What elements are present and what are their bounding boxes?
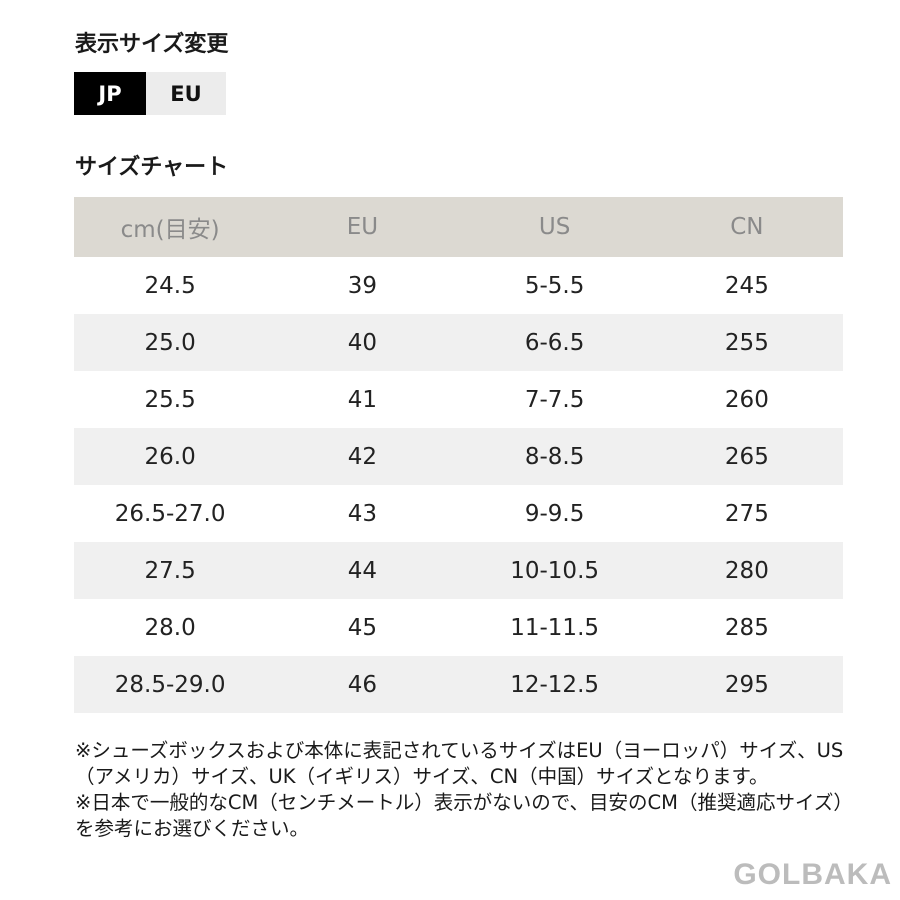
table-row: 24.5 39 5-5.5 245	[74, 257, 843, 314]
size-toggle: JP EU	[74, 72, 226, 115]
table-cell: 10-10.5	[458, 542, 651, 599]
table-cell: 28.0	[144, 614, 196, 641]
title: 表示サイズ変更	[75, 32, 229, 57]
table-cell: 26.5-27.0	[114, 500, 226, 527]
toggle-jp[interactable]: JP	[74, 72, 146, 115]
table-cell: 40	[266, 314, 459, 371]
header-row: cm(目安) EU US CN	[74, 197, 843, 257]
table-cell: 45	[347, 614, 378, 641]
table-cell: 6-6.5	[458, 314, 651, 371]
column-header: cm(目安)	[74, 197, 267, 257]
table-cell: 7-7.5	[524, 386, 585, 413]
table-cell: 245	[724, 272, 769, 299]
table-cell: 9-9.5	[524, 500, 585, 527]
table-row: 26.0 42 8-8.5 265	[74, 428, 843, 485]
table-cell: 26.0	[74, 428, 267, 485]
note: ※日本で一般的なCM（センチメートル）表示がないので、目安のCM（推奨適応サイズ…	[75, 791, 844, 840]
table-cell: 44	[266, 542, 459, 599]
table-cell: 43	[347, 500, 378, 527]
table-cell: 12-12.5	[458, 656, 651, 713]
table-cell: 255	[650, 314, 843, 371]
table-cell: 24.5	[144, 272, 196, 299]
table-cell: 275	[724, 500, 769, 527]
table-cell: 27.5	[74, 542, 267, 599]
toggle-eu[interactable]: EU	[146, 72, 226, 115]
table-cell: 39	[347, 272, 378, 299]
table-cell: 28.5-29.0	[74, 656, 267, 713]
table-row: 25.5 41 7-7.5 260	[74, 371, 843, 428]
table-cell: 46	[266, 656, 459, 713]
table-cell: 11-11.5	[510, 614, 600, 641]
watermark: GOLBAKA	[733, 858, 892, 891]
table-cell: 42	[266, 428, 459, 485]
table-cell: 25.5	[144, 386, 196, 413]
table-cell: 41	[347, 386, 378, 413]
table-cell: 295	[650, 656, 843, 713]
table-cell: 280	[650, 542, 843, 599]
table-cell: 8-8.5	[458, 428, 651, 485]
table-row: 26.5-27.0 43 9-9.5 275	[74, 485, 843, 542]
table-cell: 260	[724, 386, 769, 413]
chart-title: サイズチャート	[75, 155, 229, 180]
column-header: US	[458, 197, 651, 257]
table-row: 28.0 45 11-11.5 285	[74, 599, 843, 656]
column-header: CN	[650, 197, 843, 257]
table-row: 27.5 44 10-10.5 280	[74, 542, 843, 599]
size-table: cm(目安) EU US CN 24.5 39 5-5.5 245 25.0 40 6-6.5 25…	[74, 197, 843, 713]
note: ※シューズボックスおよび本体に表記されているサイズはEU（ヨーロッパ）サイズ、U…	[75, 739, 844, 788]
column-header: EU	[266, 197, 459, 257]
table-row: 28.5-29.0 46 12-12.5 295	[74, 656, 843, 713]
notes: ※シューズボックスおよび本体に表記されているサイズはEU（ヨーロッパ）サイズ、U…	[75, 738, 845, 842]
table-cell: 265	[650, 428, 843, 485]
table-row: 25.0 40 6-6.5 255	[74, 314, 843, 371]
table-cell: 5-5.5	[524, 272, 585, 299]
table-cell: 25.0	[74, 314, 267, 371]
table-cell: 285	[724, 614, 769, 641]
